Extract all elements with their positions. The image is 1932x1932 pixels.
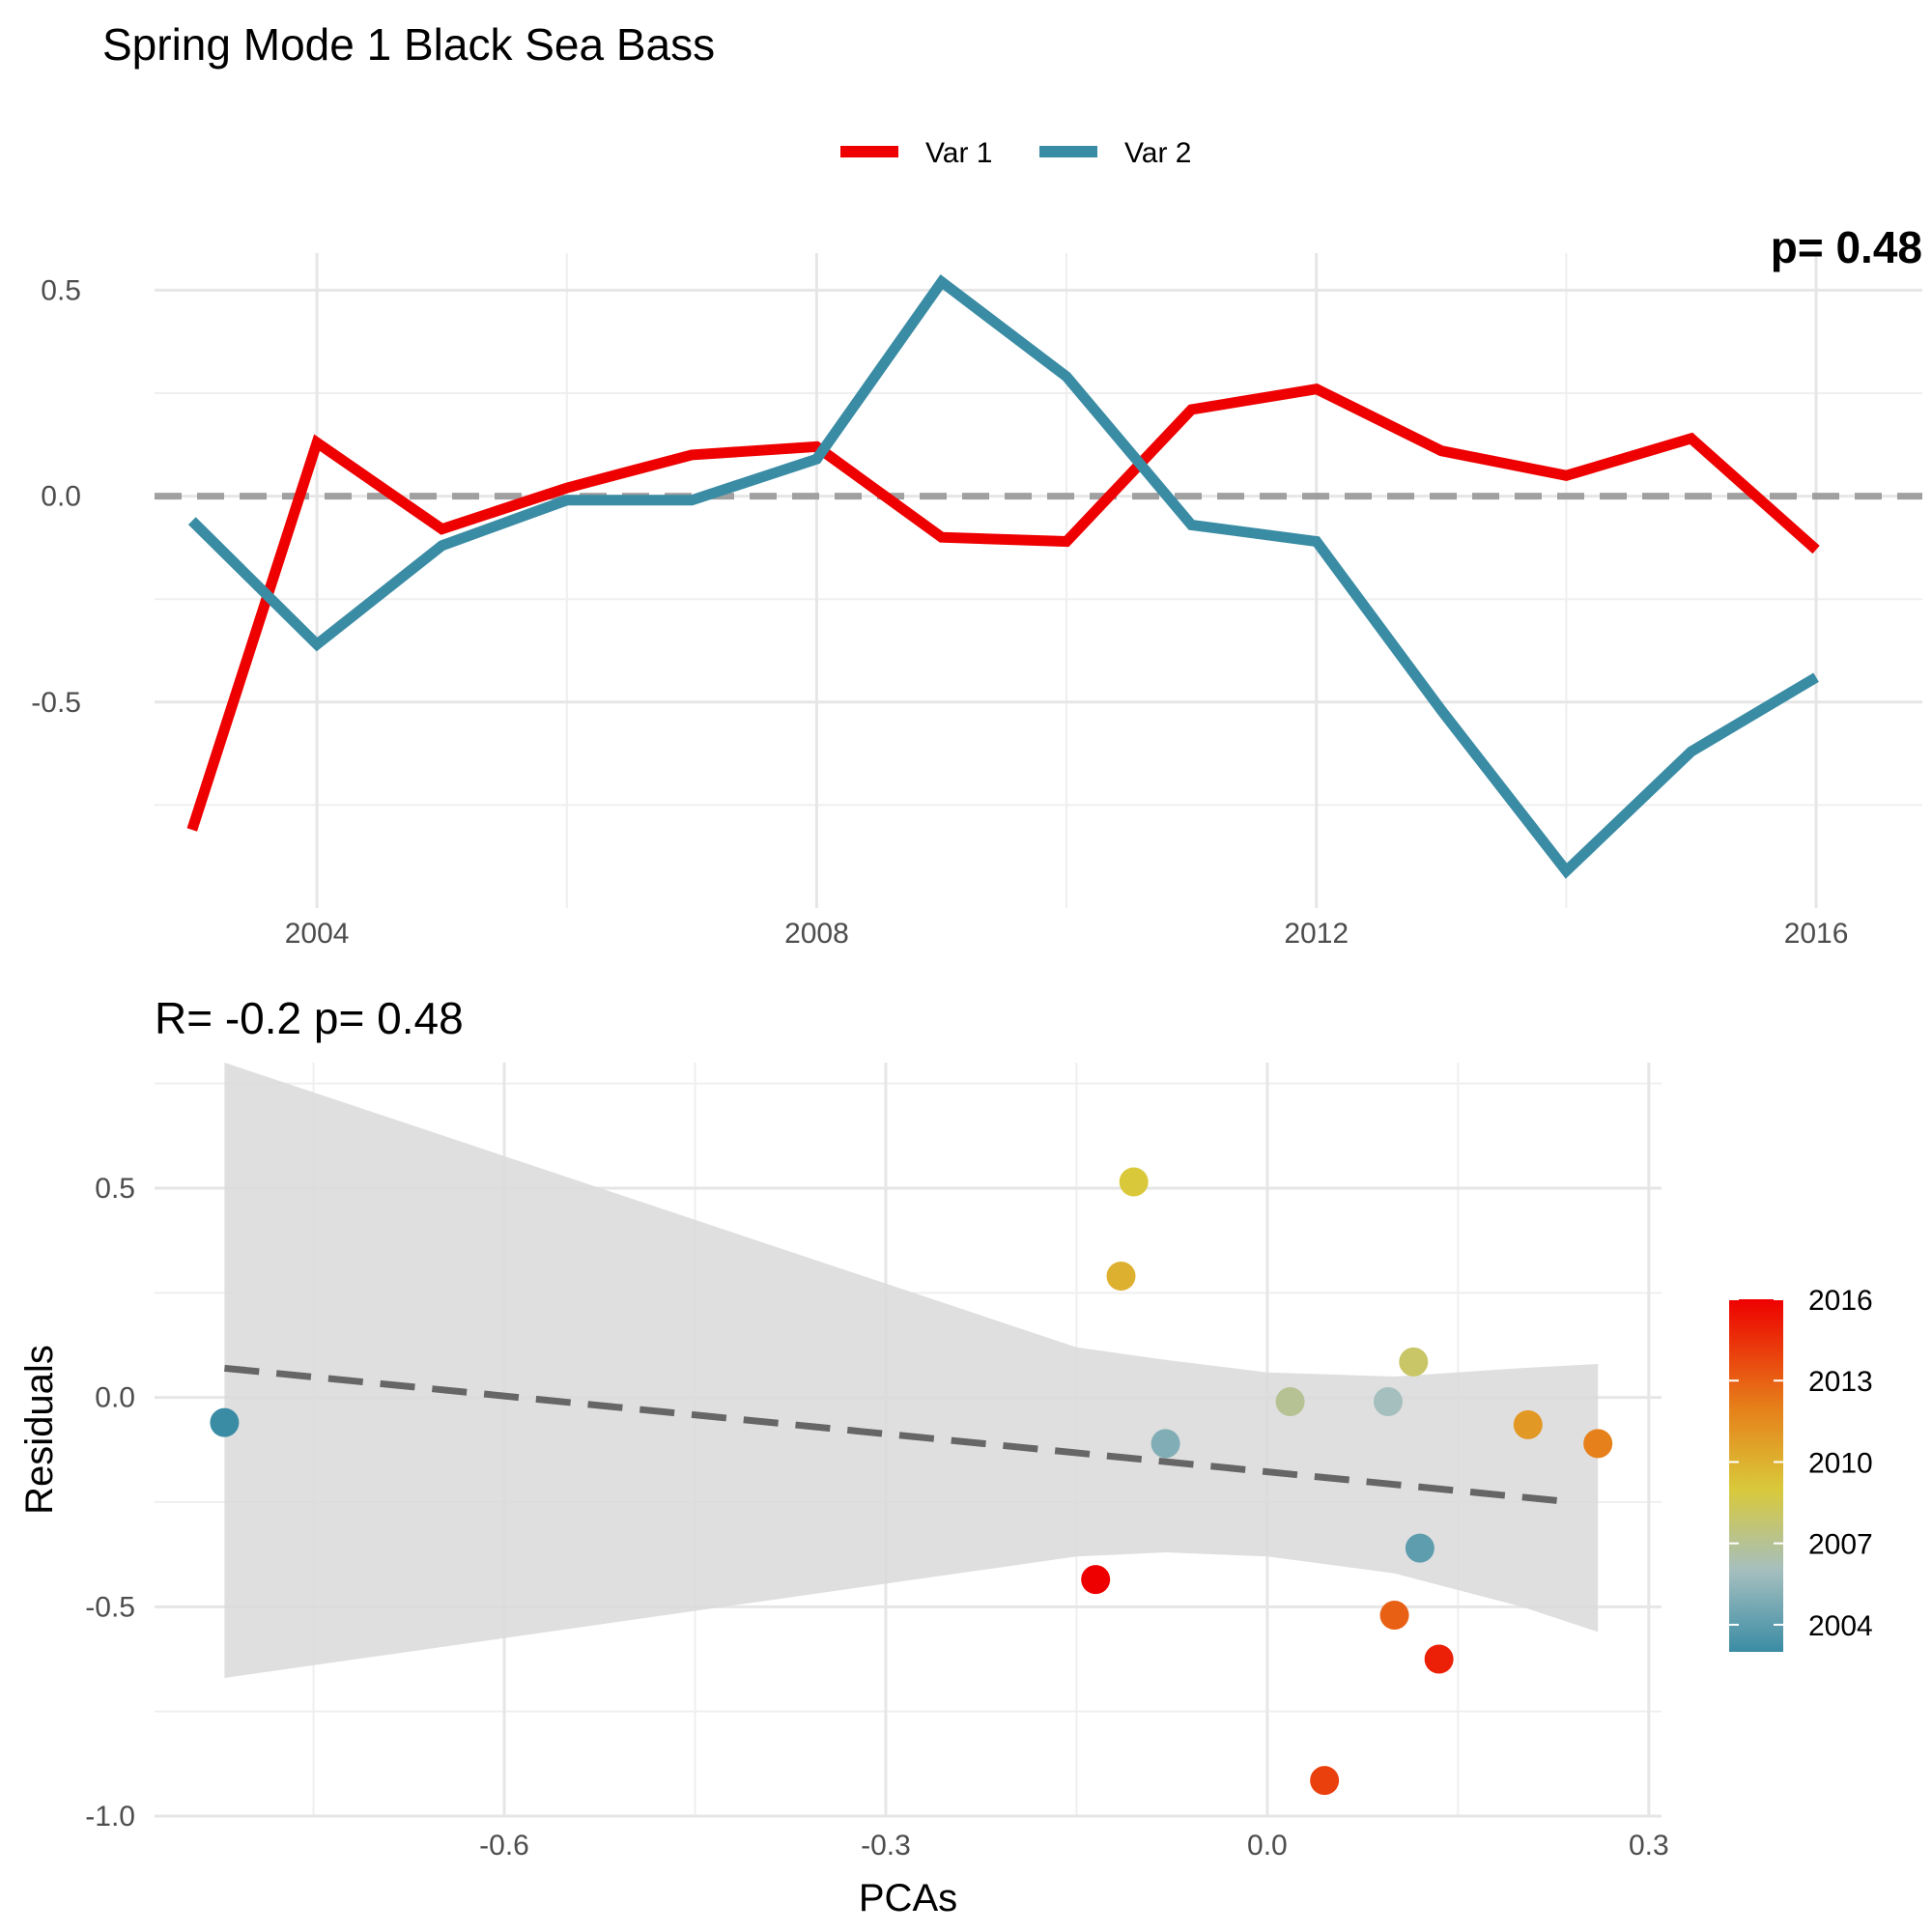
scatter-point-2004 [1405, 1533, 1435, 1563]
scatter-point-2006 [1373, 1387, 1403, 1416]
scatter-point-2005 [1151, 1429, 1180, 1459]
x-tick-label: 2004 [285, 918, 350, 950]
y-axis-title: Residuals [18, 1345, 61, 1515]
series-line-var-2 [187, 273, 1819, 879]
colorbar-label: 2016 [1808, 1285, 1873, 1317]
scatter-point-2009 [1119, 1167, 1149, 1197]
legend-label-var-1: Var 1 [925, 137, 992, 169]
scatter-point-2012 [1583, 1429, 1613, 1459]
confidence-band-area [224, 1063, 1599, 1678]
legend: Var 1 Var 2 [840, 137, 1191, 169]
scatter-panel: 0.5 0.0 -0.5 -1.0 -0.6 -0.3 0.0 0.3 PCAs Resid… [18, 1063, 1669, 1919]
x-tick-label: 2016 [1784, 918, 1849, 950]
scatter-points [210, 1167, 1613, 1796]
y-tick-label: 0.5 [41, 274, 81, 306]
colorbar-label: 2004 [1808, 1610, 1873, 1642]
scatter-point-2011 [1513, 1409, 1543, 1439]
y-tick-label: 0.0 [95, 1382, 135, 1414]
line-chart-x-ticks: 2004 2008 2012 2016 [285, 918, 1849, 950]
scatter-point-2013 [1379, 1601, 1409, 1630]
line-chart-y-ticks: 0.5 0.0 -0.5 [31, 274, 81, 718]
x-tick-label: -0.6 [479, 1830, 529, 1861]
scatter-point-2007 [1275, 1387, 1305, 1416]
y-tick-label: -0.5 [85, 1591, 135, 1623]
scatter-x-ticks: -0.6 -0.3 0.0 0.3 [479, 1830, 1669, 1861]
series-line-var-1 [186, 383, 1820, 832]
confidence-band [224, 1063, 1599, 1678]
regression-line [224, 1364, 1574, 1506]
colorbar-label: 2010 [1808, 1447, 1873, 1479]
x-tick-label: 2008 [784, 918, 849, 950]
y-tick-label: 0.5 [95, 1173, 135, 1205]
x-tick-label: 0.3 [1629, 1830, 1669, 1861]
scatter-point-2010 [1106, 1262, 1136, 1291]
y-tick-label: -1.0 [85, 1801, 135, 1833]
chart-title: Spring Mode 1 Black Sea Bass [102, 19, 715, 70]
scatter-point-2003 [210, 1407, 240, 1437]
y-tick-label: -0.5 [31, 687, 81, 719]
scatter-point-2014 [1310, 1766, 1340, 1796]
colorbar-gradient [1729, 1299, 1783, 1652]
colorbar-label: 2013 [1808, 1366, 1873, 1398]
scatter-point-2016 [1081, 1565, 1111, 1595]
x-tick-label: 0.0 [1247, 1830, 1288, 1861]
x-axis-title: PCAs [859, 1877, 957, 1919]
legend-label-var-2: Var 2 [1124, 137, 1191, 169]
x-tick-label: -0.3 [861, 1830, 911, 1861]
correlation-subtitle: R= -0.2 p= 0.48 [155, 993, 464, 1043]
line-chart-panel: 0.5 0.0 -0.5 2004 2008 2012 2016 p= 0.48 [31, 222, 1922, 950]
line-chart-series [186, 273, 1820, 879]
scatter-y-ticks: 0.5 0.0 -0.5 -1.0 [85, 1173, 135, 1833]
regression-dashed-line [224, 1364, 1574, 1506]
colorbar-label: 2007 [1808, 1529, 1873, 1561]
scatter-point-2008 [1399, 1347, 1429, 1377]
clipped-annotation: p= 0.48 [1771, 222, 1922, 272]
x-tick-label: 2012 [1284, 918, 1349, 950]
year-colorbar: 2004 2007 2010 2013 2016 [1729, 1285, 1873, 1652]
y-tick-label: 0.0 [41, 481, 81, 513]
line-chart-grid [155, 253, 1922, 908]
scatter-point-2015 [1424, 1644, 1454, 1674]
